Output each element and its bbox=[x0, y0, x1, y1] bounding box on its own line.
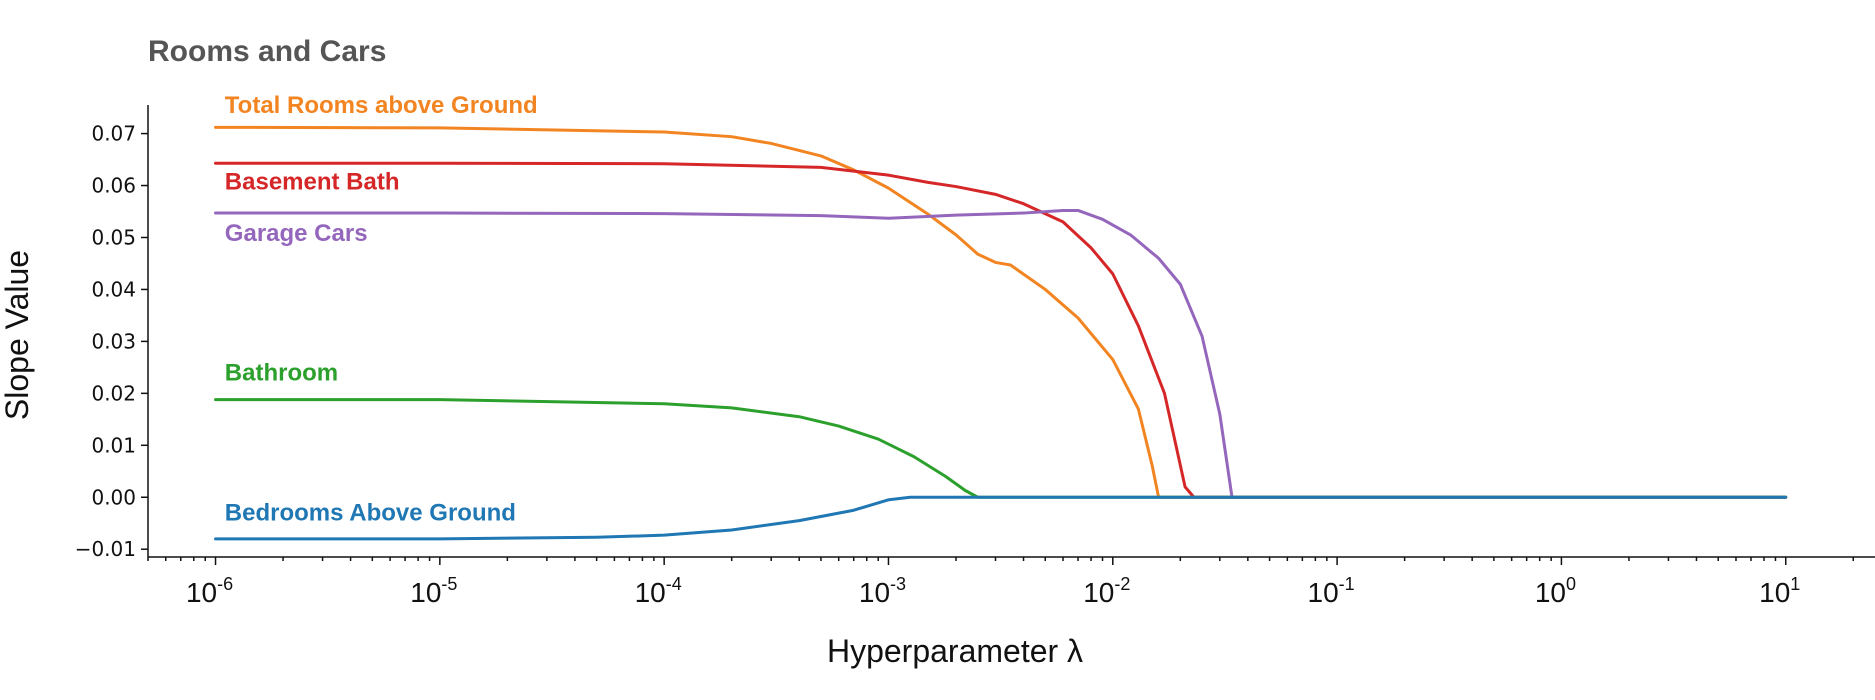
y-tick-label: 0.06 bbox=[91, 174, 136, 198]
series-label-basement-bath: Basement Bath bbox=[225, 169, 400, 196]
y-tick-label: 0.01 bbox=[91, 433, 136, 457]
series-lines bbox=[214, 125, 1788, 541]
series-line-basement-bath bbox=[214, 161, 1788, 499]
y-ticks: −0.01 0.00 0.01 0.02 0.03 0.04 0.05 0.06 0.07 bbox=[75, 122, 148, 561]
x-tick-label: 10-6 bbox=[186, 574, 233, 608]
y-tick-label: 0.02 bbox=[91, 381, 136, 405]
x-tick-label: 10-2 bbox=[1083, 574, 1130, 608]
series-label-bedrooms-above-ground: Bedrooms Above Ground bbox=[225, 500, 516, 527]
chart-title: Rooms and Cars bbox=[148, 35, 386, 68]
series-labels: Total Rooms above Ground Basement Bath Gar… bbox=[225, 92, 538, 527]
x-ticks: 10-6 10-5 10-4 10-3 10-2 10-1 100 101 bbox=[147, 557, 1855, 608]
x-axis-label: Hyperparameter λ bbox=[827, 633, 1083, 669]
x-tick-label: 100 bbox=[1535, 574, 1576, 608]
x-tick-label: 101 bbox=[1759, 574, 1800, 608]
series-label-total-rooms-above-ground: Total Rooms above Ground bbox=[225, 92, 538, 119]
y-tick-label: 0.04 bbox=[91, 277, 136, 301]
y-tick-label: 0.05 bbox=[91, 225, 136, 249]
y-tick-label: 0.03 bbox=[91, 329, 136, 353]
x-tick-label: 10-4 bbox=[635, 574, 682, 608]
series-line-garage-cars bbox=[214, 208, 1788, 499]
x-tick-label: 10-5 bbox=[410, 574, 457, 608]
y-tick-label: −0.01 bbox=[75, 537, 136, 561]
series-label-bathroom: Bathroom bbox=[225, 359, 338, 386]
y-axis-label: Slope Value bbox=[0, 250, 35, 420]
x-tick-label: 10-3 bbox=[859, 574, 906, 608]
series-line-bathroom bbox=[214, 398, 1788, 499]
y-tick-label: 0.07 bbox=[91, 122, 136, 146]
series-label-garage-cars: Garage Cars bbox=[225, 220, 368, 247]
y-tick-label: 0.00 bbox=[91, 485, 136, 509]
x-tick-label: 10-1 bbox=[1308, 574, 1355, 608]
series-line-bedrooms-above-ground bbox=[214, 495, 1788, 541]
series-line-total-rooms-above-ground bbox=[214, 125, 1788, 499]
